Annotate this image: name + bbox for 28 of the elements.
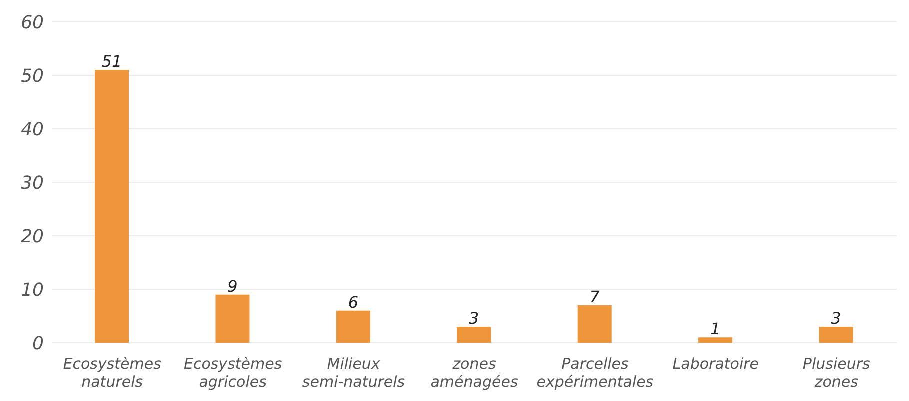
data-label: 9 xyxy=(228,276,238,296)
y-tick-label: 40 xyxy=(21,119,44,140)
data-label: 51 xyxy=(102,52,122,72)
bar xyxy=(819,326,854,343)
y-tick-label: 50 xyxy=(21,66,44,87)
x-tick-label: Ecosystèmes naturels xyxy=(63,355,162,391)
x-tick-label: Laboratoire xyxy=(672,355,760,373)
y-tick-label: 0 xyxy=(32,333,44,354)
y-tick-label: 10 xyxy=(21,280,44,301)
y-tick-label: 60 xyxy=(21,12,44,34)
bar xyxy=(698,338,733,343)
y-tick-label: 30 xyxy=(21,172,44,194)
x-tick-label: Ecosystèmes agricoles xyxy=(184,355,282,391)
data-label: 7 xyxy=(590,288,601,307)
x-tick-label: Plusieurs zones xyxy=(802,355,871,391)
bar xyxy=(336,310,370,343)
x-tick-label: Milieux semi-naturels xyxy=(302,355,406,391)
data-label: 3 xyxy=(469,308,480,328)
bar xyxy=(95,70,129,343)
data-label: 3 xyxy=(831,308,842,328)
x-tick-label: Parcelles expérimentales xyxy=(536,355,654,391)
bar xyxy=(578,306,612,343)
y-tick-label: 20 xyxy=(21,226,44,248)
x-tick-label: zones aménagées xyxy=(430,355,518,391)
bar xyxy=(457,326,492,343)
data-label: 1 xyxy=(710,320,721,339)
bar xyxy=(216,294,250,343)
data-label: 6 xyxy=(348,292,359,312)
